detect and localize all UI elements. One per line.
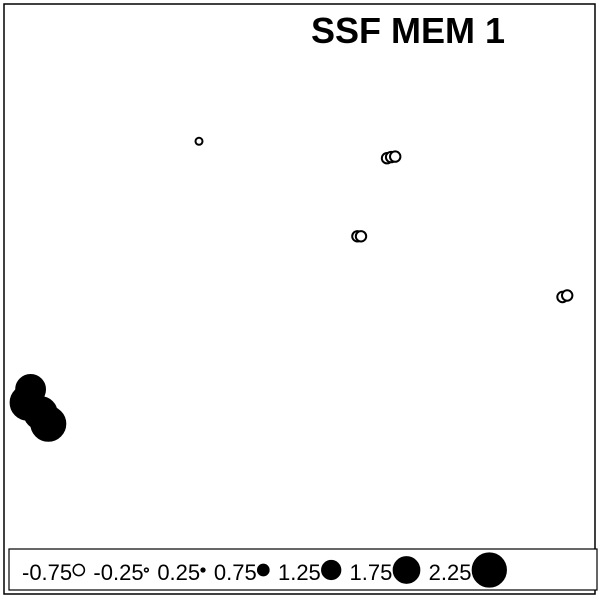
legend-label-3: 0.25 (157, 560, 200, 585)
legend-symbol-4 (256, 563, 270, 577)
points-layer (9, 136, 574, 442)
data-point-8 (561, 289, 574, 302)
legend-symbol-2 (143, 567, 150, 573)
legend-label-5: 1.25 (278, 560, 321, 585)
legend-label-1: -0.75 (22, 560, 72, 585)
legend-symbol-5 (321, 559, 342, 581)
legend-label-6: 1.75 (350, 560, 393, 585)
legend-symbol-3 (200, 567, 206, 573)
data-point-4 (389, 150, 402, 163)
legend-layer: -0.75 -0.25 0.25 0.75 1.25 1.75 2.25 (22, 552, 507, 588)
legend-symbol-1 (72, 563, 86, 577)
chart-title: SSF MEM 1 (311, 10, 505, 51)
legend-label-4: 0.75 (214, 560, 257, 585)
plot-frame (3, 3, 596, 595)
data-point-6 (354, 230, 368, 243)
legend-symbol-7 (471, 552, 507, 588)
data-point-1 (194, 136, 204, 146)
legend-label-7: 2.25 (429, 560, 472, 585)
data-point-12 (30, 405, 67, 442)
legend-symbol-6 (392, 556, 421, 584)
legend-label-2: -0.25 (93, 560, 143, 585)
